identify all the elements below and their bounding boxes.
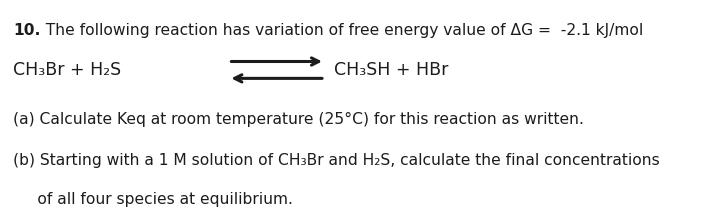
- Text: The following reaction has variation of free energy value of ΔG =  -2.1 kJ/mol: The following reaction has variation of …: [36, 23, 643, 38]
- Text: (a) Calculate Keq at room temperature (25°C) for this reaction as written.: (a) Calculate Keq at room temperature (2…: [13, 112, 584, 127]
- Text: of all four species at equilibrium.: of all four species at equilibrium.: [13, 192, 293, 207]
- Text: 10.: 10.: [13, 23, 41, 38]
- Text: CH₃SH + HBr: CH₃SH + HBr: [334, 61, 448, 79]
- Text: CH₃Br + H₂S: CH₃Br + H₂S: [13, 61, 121, 79]
- Text: (b) Starting with a 1 M solution of CH₃Br and H₂S, calculate the final concentra: (b) Starting with a 1 M solution of CH₃B…: [13, 153, 660, 168]
